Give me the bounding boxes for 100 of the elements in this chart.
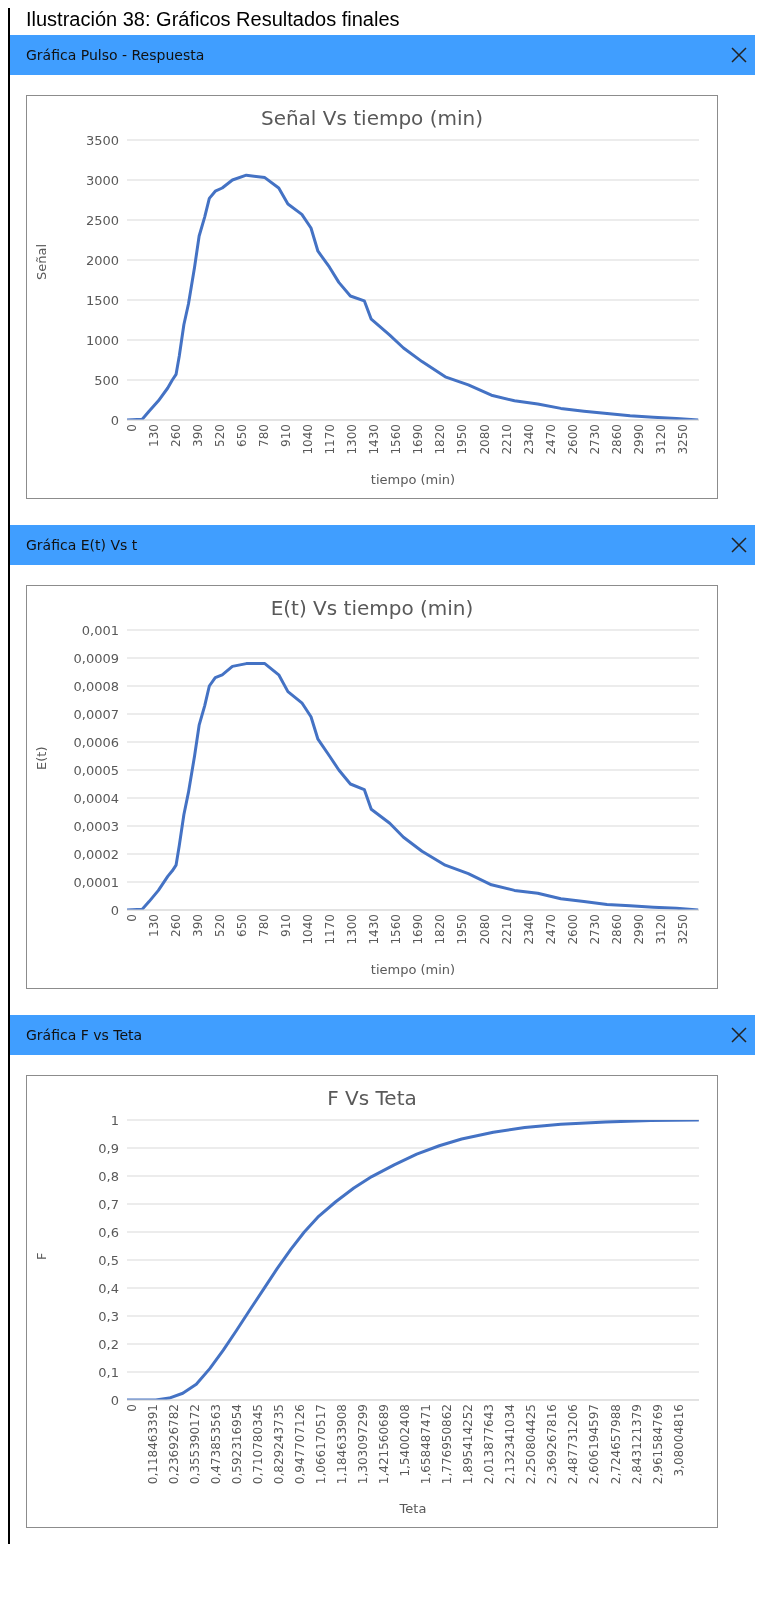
x-tick-label: 1,303097299 bbox=[356, 1404, 370, 1485]
x-tick-label: 1,54002408 bbox=[398, 1404, 413, 1477]
x-tick-label: 520 bbox=[212, 914, 227, 937]
x-tick-label: 2470 bbox=[543, 914, 558, 945]
y-tick-label: 0 bbox=[110, 902, 119, 918]
x-tick-label: 0,710780345 bbox=[250, 1404, 265, 1485]
y-tick-label: 0,0009 bbox=[73, 650, 119, 666]
x-tick-label: 2600 bbox=[565, 914, 580, 945]
y-tick-label: 0,3 bbox=[98, 1308, 119, 1324]
x-tick-label: 1820 bbox=[433, 424, 448, 455]
x-tick-label: 2,606194597 bbox=[587, 1404, 602, 1485]
y-tick-label: 0,0001 bbox=[73, 874, 119, 890]
x-tick-label: 1170 bbox=[323, 424, 338, 455]
y-tick-label: 1000 bbox=[85, 332, 119, 348]
x-tick-label: 3120 bbox=[654, 914, 669, 945]
x-tick-label: 910 bbox=[278, 424, 293, 447]
y-tick-label: 0,0005 bbox=[73, 762, 119, 778]
x-tick-label: 2080 bbox=[477, 424, 492, 455]
x-tick-label: 1430 bbox=[367, 914, 382, 945]
x-tick-label: 390 bbox=[190, 424, 205, 447]
x-tick-label: 1040 bbox=[301, 424, 316, 455]
y-tick-label: 500 bbox=[94, 372, 119, 388]
y-tick-label: 0 bbox=[110, 412, 119, 428]
y-tick-label: 0,2 bbox=[98, 1336, 119, 1352]
x-tick-label: 2340 bbox=[521, 914, 536, 945]
x-tick-label: 0,592316954 bbox=[229, 1404, 244, 1485]
y-tick-label: 0,6 bbox=[98, 1224, 119, 1240]
x-tick-label: 3250 bbox=[676, 424, 691, 455]
line-series bbox=[127, 173, 699, 420]
x-tick-label: 2860 bbox=[609, 914, 624, 945]
text: Ilustración 38: Gráficos Resultados finales bbox=[25, 8, 401, 32]
x-tick-label: 1430 bbox=[367, 424, 382, 455]
chart-subtitle: Gráfica F vs Teta bbox=[26, 1027, 143, 1043]
y-tick-label: 0,001 bbox=[81, 622, 119, 638]
x-tick-label: 780 bbox=[256, 914, 271, 937]
x-tick-label: 0 bbox=[124, 1404, 139, 1412]
chart-title: Señal Vs tiempo (min) bbox=[259, 106, 485, 130]
x-tick-label: 3250 bbox=[676, 914, 691, 945]
x-tick-label: 390 bbox=[190, 914, 205, 937]
x-tick-label: 2600 bbox=[565, 424, 580, 455]
x-tick-label: 3,08004816 bbox=[671, 1404, 686, 1477]
x-tick-label: 1560 bbox=[389, 424, 404, 455]
y-tick-label: 0,0003 bbox=[73, 818, 119, 834]
x-tick-label: 1,066170517 bbox=[313, 1404, 328, 1485]
y-tick-label: 3500 bbox=[85, 132, 119, 148]
x-tick-label: 1950 bbox=[455, 914, 470, 945]
x-tick-label: 130 bbox=[146, 424, 161, 447]
x-tick-label: 2,961584769 bbox=[650, 1404, 665, 1485]
x-axis-title: Teta bbox=[398, 1501, 427, 1516]
x-tick-label: 650 bbox=[234, 914, 249, 937]
x-tick-label: 520 bbox=[212, 424, 227, 447]
x-tick-label: 1300 bbox=[345, 424, 360, 455]
x-tick-label: 1170 bbox=[323, 914, 338, 945]
y-tick-label: 0,1 bbox=[98, 1364, 119, 1380]
x-tick-label: 2730 bbox=[587, 914, 602, 945]
x-tick-label: 1,658487471 bbox=[419, 1404, 434, 1485]
x-tick-label: 0,236926782 bbox=[166, 1404, 181, 1485]
x-tick-label: 1690 bbox=[411, 914, 426, 945]
x-tick-label: 1,776950862 bbox=[440, 1404, 455, 1485]
x-axis-title: tiempo (min) bbox=[370, 962, 456, 977]
x-tick-label: 1,421560689 bbox=[377, 1404, 392, 1485]
y-tick-label: 0,0002 bbox=[73, 846, 119, 862]
x-tick-label: 1,184633908 bbox=[334, 1404, 349, 1485]
x-tick-label: 0,829243735 bbox=[271, 1404, 286, 1485]
y-axis-title: F bbox=[33, 1252, 49, 1260]
x-tick-label: 2990 bbox=[632, 424, 647, 455]
x-tick-label: 2210 bbox=[499, 424, 514, 455]
y-tick-label: 0,0008 bbox=[73, 678, 119, 694]
x-tick-label: 2,132341034 bbox=[503, 1404, 518, 1485]
x-tick-label: 1,895414252 bbox=[461, 1404, 476, 1485]
chart-title: E(t) Vs tiempo (min) bbox=[269, 596, 475, 620]
y-tick-label: 0 bbox=[110, 1392, 119, 1408]
y-tick-label: 0,4 bbox=[98, 1280, 119, 1296]
x-tick-label: 0,118463391 bbox=[145, 1404, 160, 1485]
x-tick-label: 0,473853563 bbox=[208, 1404, 223, 1485]
y-tick-label: 1 bbox=[110, 1112, 119, 1128]
y-tick-label: 0,9 bbox=[98, 1140, 119, 1156]
y-tick-label: 0,5 bbox=[98, 1252, 119, 1268]
x-tick-label: 0 bbox=[124, 424, 139, 432]
line-series bbox=[127, 662, 699, 910]
x-tick-label: 2,843121379 bbox=[629, 1404, 644, 1485]
x-tick-label: 2,013877643 bbox=[482, 1404, 497, 1485]
x-tick-label: 2,250804425 bbox=[524, 1404, 539, 1485]
y-tick-label: 0,0006 bbox=[73, 734, 119, 750]
x-tick-label: 1040 bbox=[301, 914, 316, 945]
chart-title: F Vs Teta bbox=[326, 1086, 418, 1110]
x-tick-label: 0 bbox=[124, 914, 139, 922]
y-tick-label: 3000 bbox=[85, 172, 119, 188]
y-tick-label: 2000 bbox=[85, 252, 119, 268]
x-tick-label: 2,724657988 bbox=[608, 1404, 623, 1485]
x-tick-label: 910 bbox=[278, 914, 293, 937]
x-tick-label: 2210 bbox=[499, 914, 514, 945]
x-tick-label: 2,487731206 bbox=[566, 1404, 581, 1485]
x-tick-label: 1300 bbox=[345, 914, 360, 945]
y-tick-label: 0,0004 bbox=[73, 790, 119, 806]
x-tick-label: 2080 bbox=[477, 914, 492, 945]
x-tick-label: 0,355390172 bbox=[187, 1404, 202, 1485]
x-tick-label: 3120 bbox=[654, 424, 669, 455]
x-tick-label: 260 bbox=[168, 914, 183, 937]
x-tick-label: 780 bbox=[256, 424, 271, 447]
